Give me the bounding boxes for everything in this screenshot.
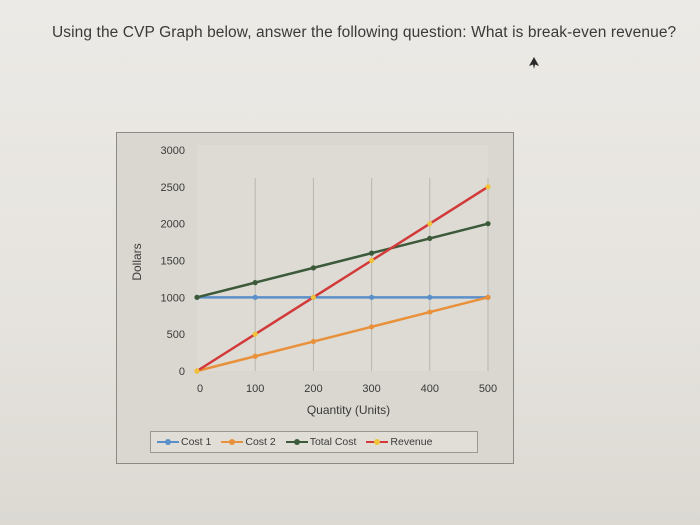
y-tick-label: 500: [167, 329, 185, 341]
legend-label: Revenue: [390, 436, 433, 448]
data-point-revenue: [369, 257, 375, 264]
x-tick-label: 0: [197, 383, 203, 395]
data-point-total-cost: [427, 235, 433, 241]
y-tick-label: 2500: [161, 182, 185, 194]
data-point-revenue: [310, 294, 316, 300]
data-point-cost-2: [310, 338, 316, 345]
series-line-revenue: [196, 185, 489, 373]
legend-swatch: [366, 438, 389, 446]
data-point-cost-2: [427, 309, 433, 315]
y-tick-label: 0: [179, 366, 185, 378]
legend-swatch: [285, 438, 308, 446]
y-axis-title: Dollars: [130, 243, 144, 280]
legend-label: Cost 1: [181, 436, 212, 448]
mouse-pointer-icon: [529, 57, 539, 69]
data-point-total-cost: [485, 221, 491, 227]
y-tick-label: 1000: [161, 292, 185, 304]
data-point-revenue: [485, 184, 491, 190]
legend-item-cost-2: Cost 2: [221, 436, 276, 448]
x-axis-title: Quantity (Units): [307, 403, 390, 417]
y-tick-label: 2000: [161, 219, 185, 231]
series-line-cost-2: [196, 296, 489, 373]
plot-area: [197, 145, 488, 371]
data-point-cost-1: [427, 294, 433, 300]
x-tick-label: 400: [421, 383, 439, 395]
question-text: Using the CVP Graph below, answer the fo…: [52, 24, 677, 41]
data-point-revenue: [194, 368, 200, 374]
data-point-cost-2: [369, 324, 375, 330]
legend-swatch: [221, 438, 244, 446]
data-point-total-cost: [252, 280, 258, 286]
x-tick-label: 300: [362, 383, 380, 395]
x-tick-label: 100: [246, 383, 264, 395]
legend-label: Total Cost: [309, 436, 357, 448]
legend-swatch: [157, 438, 179, 446]
y-tick-label: 3000: [161, 145, 185, 157]
legend-item-revenue: Revenue: [366, 436, 432, 448]
data-point-cost-2: [252, 353, 258, 359]
data-point-cost-2: [485, 294, 491, 300]
y-tick-label: 1500: [161, 256, 185, 268]
legend-item-cost-1: Cost 1: [157, 436, 211, 448]
data-point-revenue: [427, 221, 433, 227]
legend-label: Cost 2: [245, 436, 276, 448]
data-point-total-cost: [369, 250, 375, 256]
legend-item-total-cost: Total Cost: [285, 436, 357, 448]
chart-legend: Cost 1 Cost 2 Total Cost Revenue: [150, 431, 478, 453]
data-point-revenue: [252, 331, 258, 337]
data-point-total-cost: [194, 294, 200, 300]
data-point-total-cost: [310, 265, 316, 271]
data-point-cost-1: [252, 294, 258, 300]
x-tick-label: 500: [479, 383, 497, 395]
data-point-cost-1: [369, 294, 375, 300]
x-tick-label: 200: [304, 383, 322, 395]
series-line-total-cost: [196, 222, 489, 299]
